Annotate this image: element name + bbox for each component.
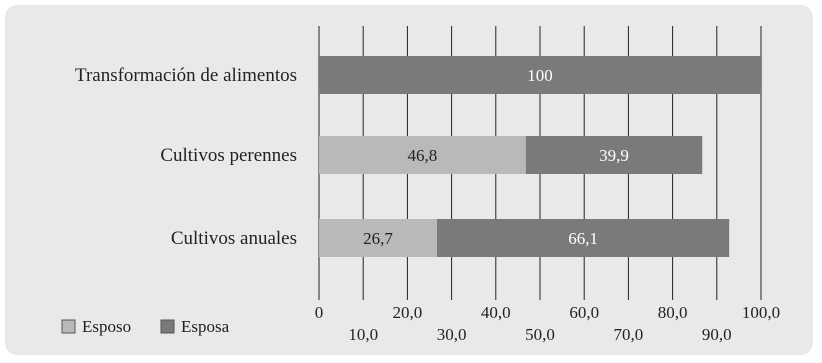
tick-label-lower-1: 30,0	[437, 325, 467, 344]
bar-esposo-2	[319, 219, 438, 257]
bar-label-esposa-0: 100	[527, 66, 553, 85]
tick-label-upper-2: 40,0	[481, 303, 511, 322]
tick-label-upper-0: 0	[315, 303, 324, 322]
bar-esposa-2	[437, 219, 730, 257]
tick-label-upper-4: 80,0	[658, 303, 688, 322]
legend: Esposo Esposa	[61, 317, 230, 336]
bar-labels: 100 46,8 39,9 26,7 66,1	[363, 66, 629, 248]
category-label-2: Cultivos anuales	[171, 228, 297, 249]
tick-label-lower-4: 90,0	[702, 325, 732, 344]
tick-label-upper-3: 60,0	[569, 303, 599, 322]
legend-swatch-esposa	[160, 319, 175, 334]
category-label-1: Cultivos perennes	[160, 145, 297, 166]
legend-swatch-esposo	[61, 319, 76, 334]
bar-esposo-1	[319, 136, 526, 174]
bar-label-esposo-1: 46,8	[408, 146, 438, 165]
bar-esposa-0	[319, 56, 761, 94]
tick-label-upper-1: 20,0	[393, 303, 423, 322]
bar-label-esposa-1: 39,9	[599, 146, 629, 165]
x-tick-labels: 0 20,0 40,0 60,0 80,0 100,0 10,0 30,0 50,0 70,0 90…	[315, 303, 780, 344]
tick-label-lower-2: 50,0	[525, 325, 555, 344]
tick-label-upper-5: 100,0	[742, 303, 780, 322]
legend-label-esposo: Esposo	[82, 317, 131, 336]
bar-label-esposa-2: 66,1	[568, 229, 598, 248]
tick-label-lower-0: 10,0	[348, 325, 378, 344]
category-label-0: Transformación de alimentos	[75, 65, 297, 86]
category-labels: Transformación de alimentos Cultivos pere…	[75, 65, 297, 249]
legend-label-esposa: Esposa	[181, 317, 230, 336]
bar-esposa-1	[525, 136, 703, 174]
bars	[319, 56, 761, 257]
tick-label-lower-3: 70,0	[614, 325, 644, 344]
bar-label-esposo-2: 26,7	[363, 229, 393, 248]
